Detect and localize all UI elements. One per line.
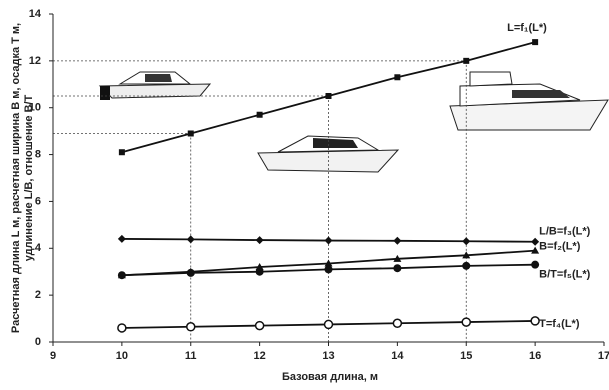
marker [188, 130, 194, 136]
x-tick-label: 15 [460, 350, 472, 362]
marker [393, 264, 401, 272]
x-tick-label: 16 [529, 350, 541, 362]
boat-medium [258, 136, 398, 172]
marker [118, 235, 126, 243]
y-label-line: удлинение L/B, отношение B/T [23, 94, 35, 261]
marker [462, 262, 470, 270]
y-tick-label: 10 [29, 102, 41, 114]
marker [119, 149, 125, 155]
marker [531, 317, 539, 325]
marker [531, 238, 539, 246]
marker [187, 323, 195, 331]
marker [118, 271, 126, 279]
marker [531, 261, 539, 269]
series-label: B=f₂(L*) [539, 241, 581, 253]
marker [393, 319, 401, 327]
y-tick-label: 2 [35, 289, 41, 301]
marker [393, 237, 401, 245]
x-tick-label: 17 [598, 350, 609, 362]
series-label: T=f₄(L*) [539, 318, 580, 330]
x-tick-label: 10 [116, 350, 128, 362]
guide-line [53, 61, 466, 342]
marker [325, 265, 333, 273]
y-tick-label: 8 [35, 148, 41, 160]
marker [325, 237, 333, 245]
chart: Базовая длина, м Расчетная длина L м, ра… [0, 0, 609, 385]
marker [256, 268, 264, 276]
y-axis-label: Расчетная длина L м, расчетная ширина В … [10, 23, 35, 333]
y-label-line: Расчетная длина L м, расчетная ширина В … [10, 23, 22, 333]
x-tick-label: 12 [254, 350, 266, 362]
y-tick-label: 6 [35, 195, 41, 207]
marker [463, 58, 469, 64]
series-label: L/B=f₃(L*) [539, 226, 591, 238]
y-tick-label: 14 [29, 8, 42, 20]
marker [187, 235, 195, 243]
series-label: L=f₁(L*) [507, 22, 547, 34]
marker [187, 269, 195, 277]
y-tick-label: 12 [29, 55, 41, 67]
marker [532, 39, 538, 45]
x-tick-label: 14 [391, 350, 404, 362]
marker [256, 236, 264, 244]
x-axis-label: Базовая длина, м [282, 371, 378, 383]
marker [462, 318, 470, 326]
marker [118, 324, 126, 332]
x-tick-label: 9 [50, 350, 56, 362]
boat-large [450, 72, 608, 130]
marker [256, 322, 264, 330]
marker [325, 320, 333, 328]
y-tick-label: 0 [35, 336, 41, 348]
marker [462, 237, 470, 245]
x-tick-label: 11 [185, 350, 197, 362]
marker [257, 112, 263, 118]
y-tick-label: 4 [35, 242, 42, 254]
series-label: B/T=f₅(L*) [539, 269, 591, 281]
marker [326, 93, 332, 99]
marker [394, 74, 400, 80]
x-tick-label: 13 [322, 350, 334, 362]
